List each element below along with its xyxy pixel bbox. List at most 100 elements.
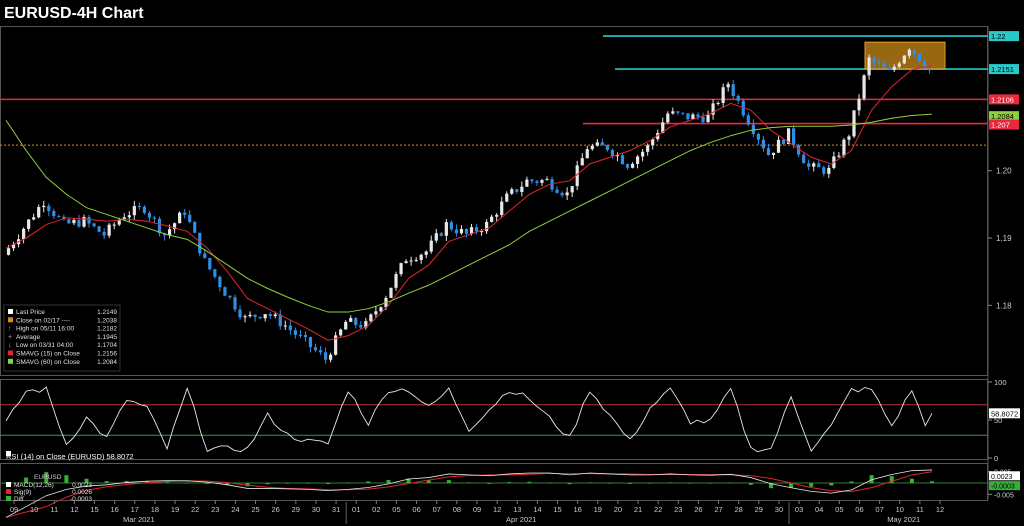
legend-value: 1.1945 bbox=[97, 334, 117, 341]
candle-body bbox=[630, 163, 635, 168]
candle-body bbox=[258, 316, 262, 319]
candle-body bbox=[812, 163, 816, 167]
candle-body bbox=[178, 212, 182, 224]
candle bbox=[590, 143, 594, 151]
candle-body bbox=[907, 49, 911, 56]
candle-body bbox=[243, 316, 247, 318]
arrow-down-icon: ↓ bbox=[8, 342, 12, 349]
x-day-label: 27 bbox=[714, 505, 722, 514]
candle bbox=[847, 134, 851, 145]
resistance-zone-box bbox=[864, 41, 946, 70]
candle bbox=[922, 58, 927, 71]
candle bbox=[248, 311, 252, 318]
candle bbox=[887, 62, 891, 71]
x-day-label: 29 bbox=[755, 505, 763, 514]
macd-diff-bar bbox=[728, 482, 733, 484]
legend-value: 1.2156 bbox=[97, 351, 117, 358]
macd-diff-bar bbox=[909, 478, 914, 483]
candle bbox=[600, 138, 604, 146]
candle bbox=[535, 179, 539, 186]
candle-body bbox=[691, 114, 695, 120]
candle bbox=[349, 315, 353, 323]
green-square-icon bbox=[8, 358, 13, 364]
candle bbox=[57, 214, 61, 218]
x-day-label: 14 bbox=[533, 505, 541, 514]
macd-diff-bar bbox=[930, 481, 934, 483]
candle bbox=[807, 159, 811, 171]
macd-diff-bar bbox=[547, 482, 552, 484]
candle bbox=[555, 186, 559, 194]
rsi-value-tag-bg bbox=[989, 408, 1020, 419]
candle-body bbox=[842, 139, 846, 156]
candle bbox=[112, 222, 116, 230]
candle-body bbox=[555, 189, 559, 193]
candle-body bbox=[399, 263, 403, 275]
candle-body bbox=[349, 318, 353, 322]
candle bbox=[867, 54, 871, 80]
candle-body bbox=[751, 124, 755, 134]
x-month-label: May 2021 bbox=[887, 515, 920, 524]
candle bbox=[157, 216, 162, 237]
candle bbox=[72, 218, 76, 226]
candle-body bbox=[318, 350, 323, 353]
x-day-label: 12 bbox=[70, 505, 78, 514]
candle bbox=[726, 82, 730, 92]
candle-body bbox=[323, 352, 328, 360]
candle bbox=[620, 153, 625, 165]
price-tag-label: 1.22 bbox=[991, 32, 1006, 41]
x-day-label: 07 bbox=[875, 505, 883, 514]
candle-body bbox=[490, 216, 494, 222]
candle-body bbox=[449, 222, 453, 230]
macd-diff-bar bbox=[507, 482, 512, 483]
macd-diff-bar bbox=[889, 476, 894, 483]
candle-body bbox=[676, 111, 680, 113]
x-day-label: 18 bbox=[151, 505, 159, 514]
price-tag-label: 1.2084 bbox=[991, 112, 1014, 121]
candle-body bbox=[303, 335, 308, 338]
candle bbox=[334, 331, 338, 356]
candle bbox=[781, 138, 786, 146]
candle bbox=[706, 110, 710, 123]
candle bbox=[97, 225, 101, 233]
price-tick-label: 1.18 bbox=[996, 301, 1012, 310]
candle-body bbox=[872, 57, 876, 63]
candle bbox=[399, 262, 403, 277]
x-day-label: 21 bbox=[634, 505, 642, 514]
candle bbox=[731, 79, 735, 100]
candle bbox=[485, 219, 489, 234]
macd-value-tag-bg bbox=[989, 481, 1020, 491]
candle-body bbox=[248, 314, 252, 317]
candle-body bbox=[525, 179, 529, 187]
rsi-tick-label: 100 bbox=[994, 378, 1007, 387]
candle-body bbox=[193, 221, 197, 233]
candle bbox=[223, 286, 227, 296]
candle-body bbox=[67, 219, 71, 224]
red-square-icon bbox=[8, 350, 13, 356]
candle bbox=[107, 222, 111, 238]
candle bbox=[661, 117, 665, 134]
candle-body bbox=[117, 220, 121, 225]
candle bbox=[474, 224, 479, 235]
candle-body bbox=[429, 240, 433, 252]
candle bbox=[62, 214, 66, 221]
candle bbox=[892, 64, 896, 73]
candle bbox=[42, 200, 46, 213]
legend-value: 1.2149 bbox=[97, 309, 117, 316]
candle-body bbox=[837, 155, 841, 157]
macd-diff-bar bbox=[285, 483, 290, 484]
x-month-label: Mar 2021 bbox=[123, 515, 155, 524]
macd-tick-label: -0.005 bbox=[994, 492, 1014, 499]
candle bbox=[746, 112, 750, 126]
macd-diff-bar bbox=[426, 480, 431, 483]
candle-body bbox=[434, 233, 438, 241]
candle bbox=[102, 228, 106, 240]
x-day-label: 29 bbox=[292, 505, 300, 514]
candle bbox=[22, 227, 26, 244]
candle-body bbox=[661, 122, 665, 133]
x-day-label: 03 bbox=[795, 505, 803, 514]
candle bbox=[761, 135, 766, 152]
x-day-label: 30 bbox=[775, 505, 783, 514]
price-axis: 1.20 1.19 1.18 bbox=[988, 167, 1012, 310]
candle bbox=[525, 176, 529, 187]
